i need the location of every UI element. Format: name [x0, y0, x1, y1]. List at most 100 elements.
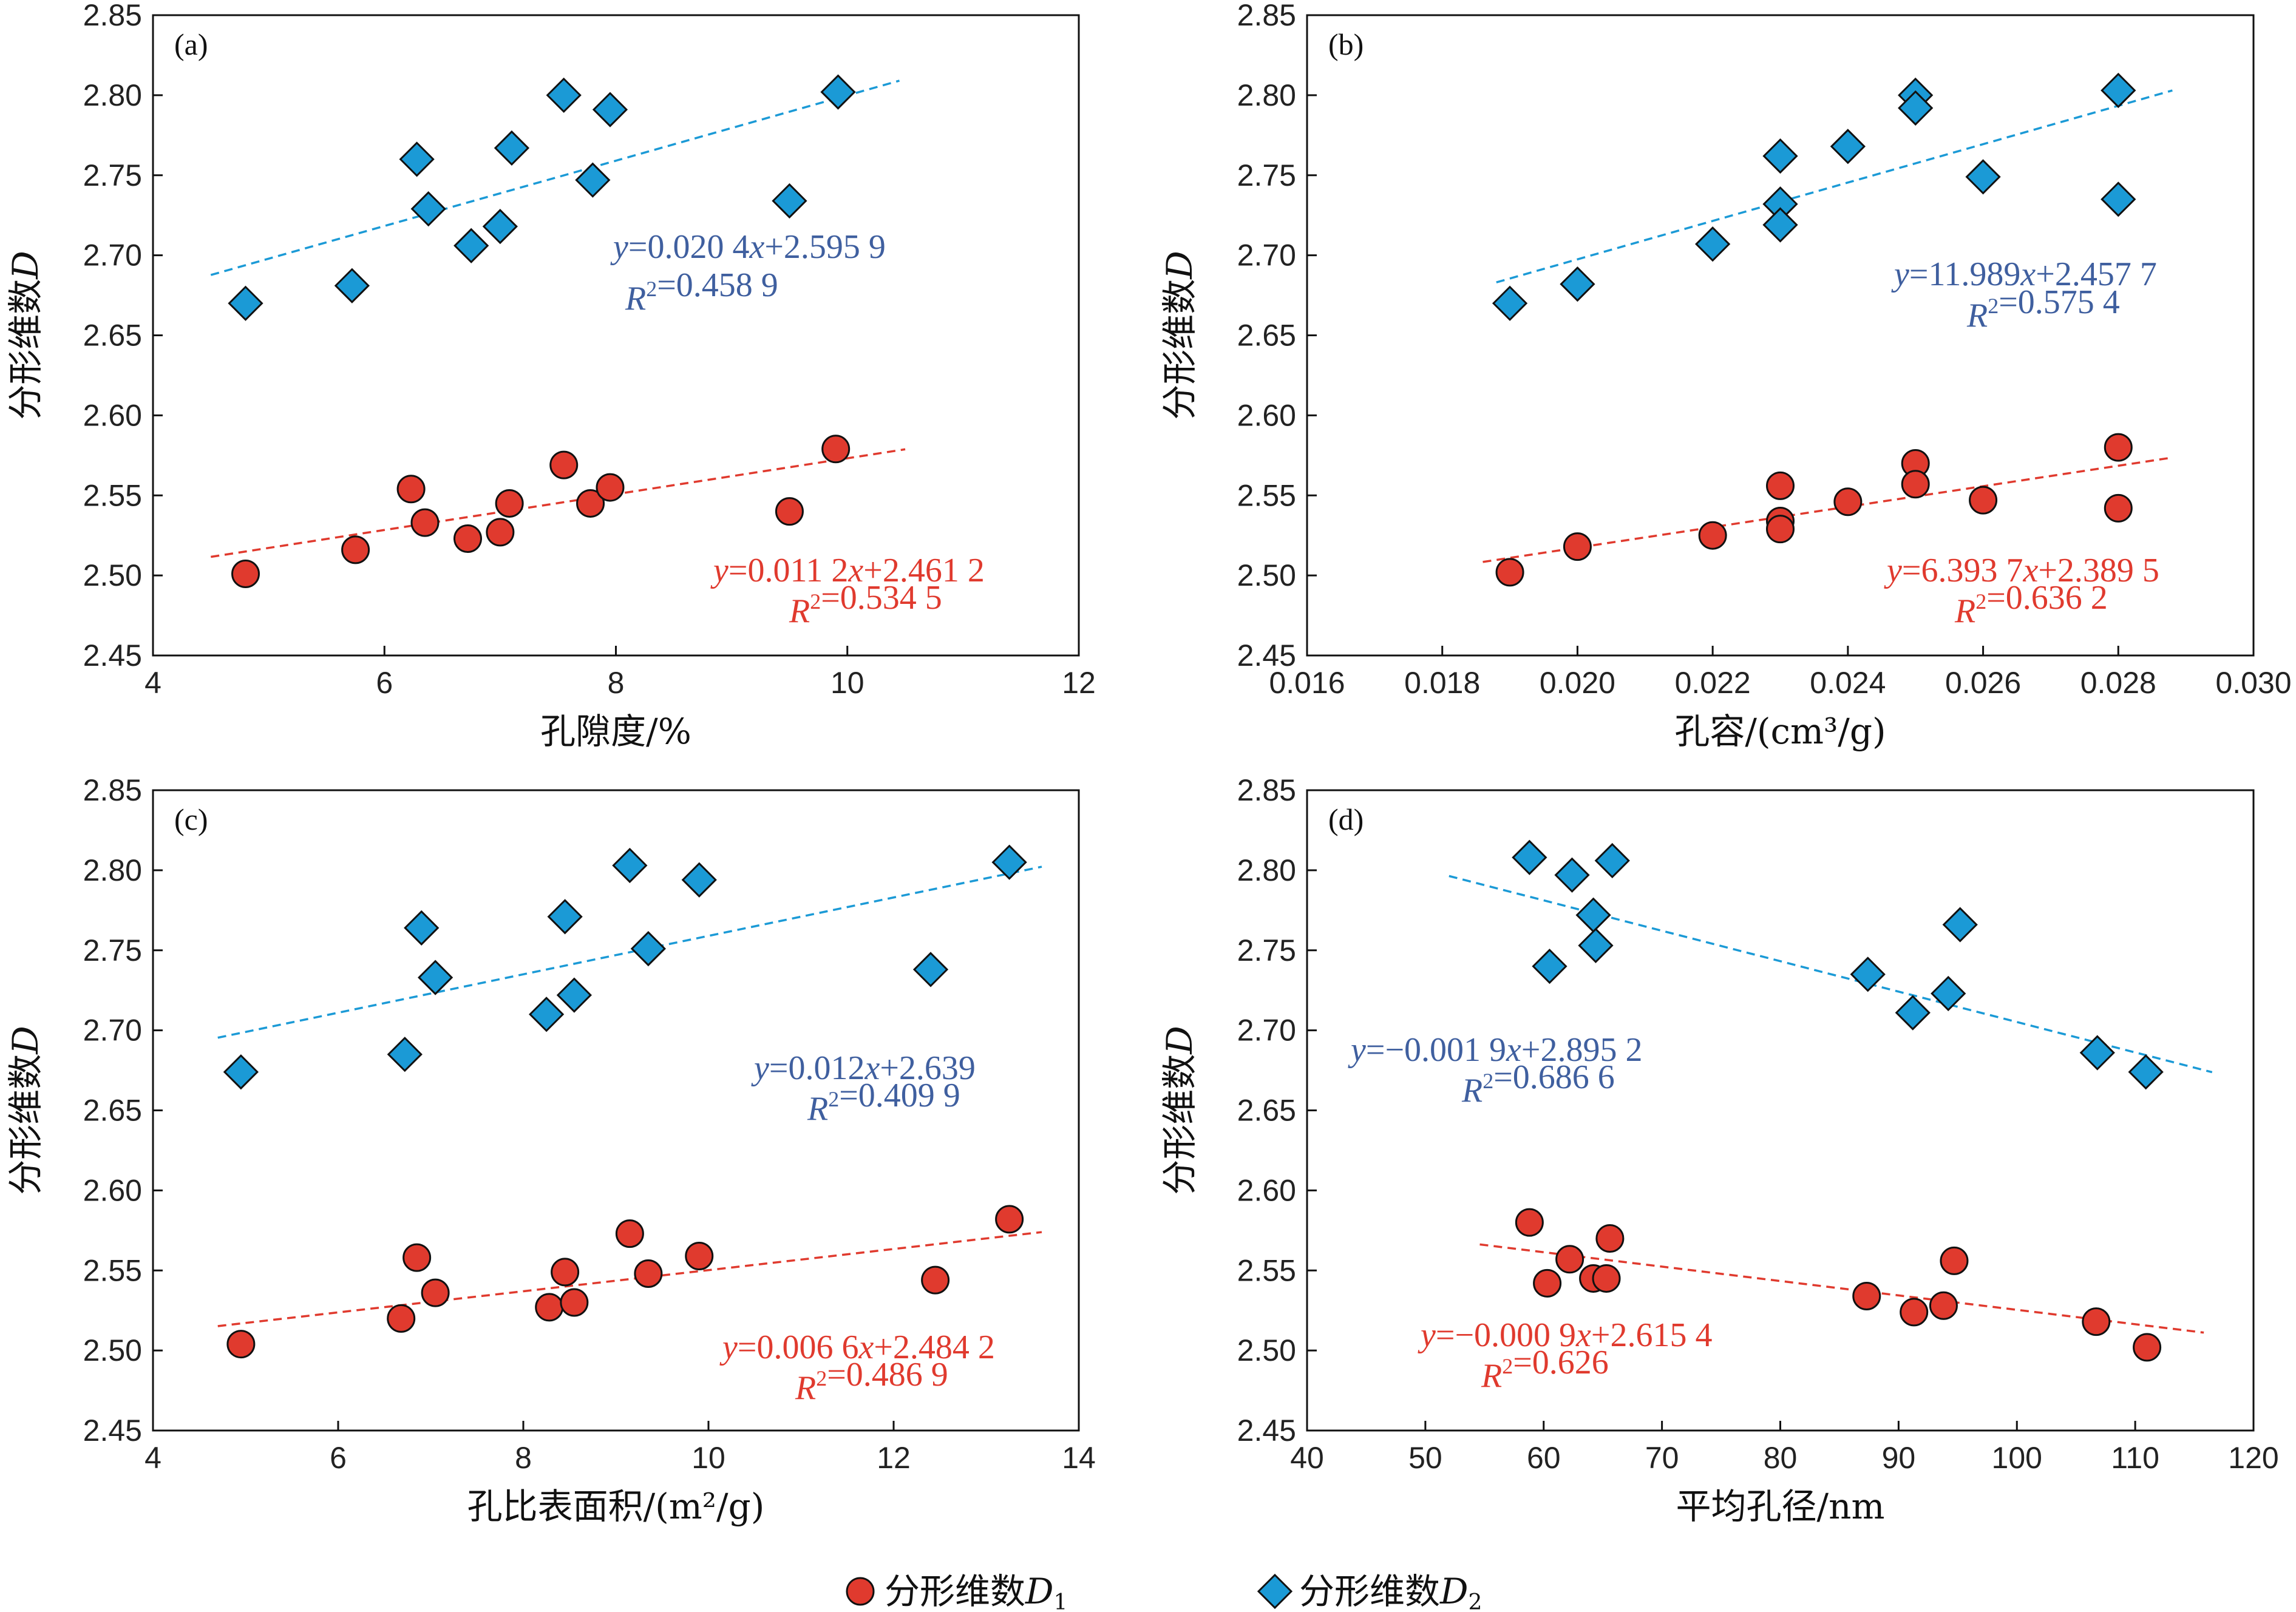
point-d2 — [575, 162, 611, 198]
y-tick-label: 2.75 — [83, 158, 142, 192]
point-d2 — [1560, 266, 1595, 302]
point-d1 — [1766, 515, 1795, 544]
x-tick-label: 50 — [1408, 1441, 1442, 1475]
fit-line-d1 — [217, 1231, 1042, 1327]
legend-d2-text: 分形维数 — [1299, 1571, 1440, 1612]
y-tick-label: 2.65 — [83, 1094, 142, 1128]
point-d1 — [1515, 1208, 1544, 1237]
legend-d2-subscript: 2 — [1469, 1590, 1483, 1612]
y-tick-label: 2.75 — [1237, 158, 1296, 192]
legend-d1-label: 分形维数D1 — [885, 1571, 1067, 1612]
x-tick-label: 4 — [144, 1441, 161, 1475]
x-tick-label: 14 — [1062, 1441, 1096, 1475]
y-tick-label: 2.65 — [1237, 1094, 1296, 1128]
x-tick-label: 10 — [830, 666, 864, 700]
point-d2 — [1695, 226, 1731, 262]
legend-d1-D: D — [1025, 1571, 1054, 1612]
point-d1 — [1563, 532, 1592, 561]
y-tick-label: 2.85 — [1237, 0, 1296, 32]
point-d2 — [592, 92, 628, 127]
point-d1 — [1900, 1298, 1929, 1327]
legend-d1-text: 分形维数 — [885, 1571, 1025, 1612]
point-d1 — [596, 473, 625, 502]
point-d2 — [2079, 1035, 2115, 1071]
y-tick-label: 2.50 — [83, 1333, 142, 1367]
point-d1 — [1901, 470, 1930, 499]
point-d1 — [1852, 1281, 1881, 1310]
point-d1 — [226, 1330, 256, 1359]
y-axis-label-D: D — [1159, 251, 1200, 280]
point-d2 — [772, 183, 807, 219]
point-d2 — [2128, 1054, 2164, 1090]
x-tick-label: 90 — [1882, 1441, 1916, 1475]
y-tick-label: 2.45 — [83, 1414, 142, 1448]
r2-d1: R2=0.486 9 — [795, 1356, 948, 1407]
point-d2 — [547, 899, 583, 935]
equation-d2: y=−0.001 9x+2.895 2 — [1348, 1031, 1642, 1069]
y-tick-label: 2.80 — [83, 853, 142, 887]
y-tick-label: 2.60 — [1237, 1173, 1296, 1207]
point-d1 — [1929, 1291, 1958, 1320]
y-tick-label: 2.55 — [83, 1253, 142, 1287]
r2-d2: R2=0.575 4 — [1966, 283, 2120, 334]
equation-d1: y=−0.000 9x+2.615 4 — [1418, 1316, 1712, 1354]
x-tick-label: 60 — [1527, 1441, 1561, 1475]
fit-line-d2 — [1496, 89, 2173, 283]
panel-b: 0.016 0.018 0.020 0.022 0.024 0.026 0.028 0.030… — [1159, 0, 2292, 752]
point-d1 — [634, 1259, 663, 1289]
point-d1 — [685, 1242, 714, 1271]
x-tick-label: 120 — [2228, 1441, 2278, 1475]
y-tick-label: 2.85 — [1237, 773, 1296, 807]
y-tick-label: 2.55 — [83, 478, 142, 512]
y-tick-label: 2.60 — [83, 1173, 142, 1207]
point-d2 — [399, 141, 435, 177]
point-d1 — [2082, 1307, 2111, 1336]
y-axis-label-text: 分形维数 — [5, 1054, 46, 1195]
x-tick-label: 0.016 — [1269, 666, 1345, 700]
point-d2 — [1512, 839, 1547, 875]
point-d2 — [912, 952, 949, 987]
point-d2 — [820, 74, 856, 110]
y-tick-label: 2.45 — [1237, 1414, 1296, 1448]
y-tick-label: 2.55 — [1237, 478, 1296, 512]
point-d2 — [1898, 90, 1934, 126]
point-d2 — [494, 130, 530, 166]
point-d2 — [1762, 138, 1798, 174]
point-d2 — [612, 847, 648, 884]
point-d1 — [2104, 433, 2133, 462]
x-tick-label: 0.030 — [2215, 666, 2291, 700]
point-d2 — [546, 77, 582, 113]
point-d1 — [1495, 558, 1524, 587]
panel-c: 4 6 8 10 12 14 2.45 2.50 2.55 2.60 2.65 2.70 2.75 2.8… — [5, 773, 1096, 1527]
x-axis-label: 平均孔径/nm — [1676, 1486, 1885, 1527]
point-d1 — [396, 475, 426, 504]
equation-d2: y=0.020 4x+2.595 9 — [610, 228, 886, 266]
y-axis-label-D: D — [1159, 1026, 1200, 1055]
x-tick-label: 12 — [877, 1441, 911, 1475]
point-d1 — [1533, 1268, 1562, 1298]
point-d1 — [387, 1304, 416, 1333]
y-axis-label-text: 分形维数 — [1159, 1054, 1200, 1195]
x-tick-label: 40 — [1290, 1441, 1324, 1475]
point-d1 — [1592, 1264, 1621, 1293]
y-tick-label: 2.70 — [1237, 1014, 1296, 1048]
y-tick-label: 2.65 — [83, 319, 142, 353]
point-d2 — [387, 1037, 423, 1072]
panel-label: (a) — [174, 27, 208, 61]
point-d2 — [1492, 285, 1528, 321]
point-d2 — [1594, 842, 1630, 879]
point-d1 — [560, 1288, 589, 1317]
x-tick-label: 4 — [144, 666, 161, 700]
r2-d2: R2=0.686 6 — [1461, 1058, 1615, 1109]
legend-d1-subscript: 1 — [1054, 1590, 1068, 1612]
point-d1 — [821, 435, 851, 464]
y-tick-label: 2.50 — [1237, 558, 1296, 592]
x-tick-label: 6 — [376, 666, 393, 700]
point-d2 — [228, 285, 263, 321]
point-d1 — [1595, 1224, 1625, 1253]
y-tick-label: 2.45 — [83, 638, 142, 672]
point-d2 — [1850, 957, 1886, 992]
point-d1 — [1555, 1245, 1584, 1274]
point-d1 — [921, 1265, 950, 1295]
